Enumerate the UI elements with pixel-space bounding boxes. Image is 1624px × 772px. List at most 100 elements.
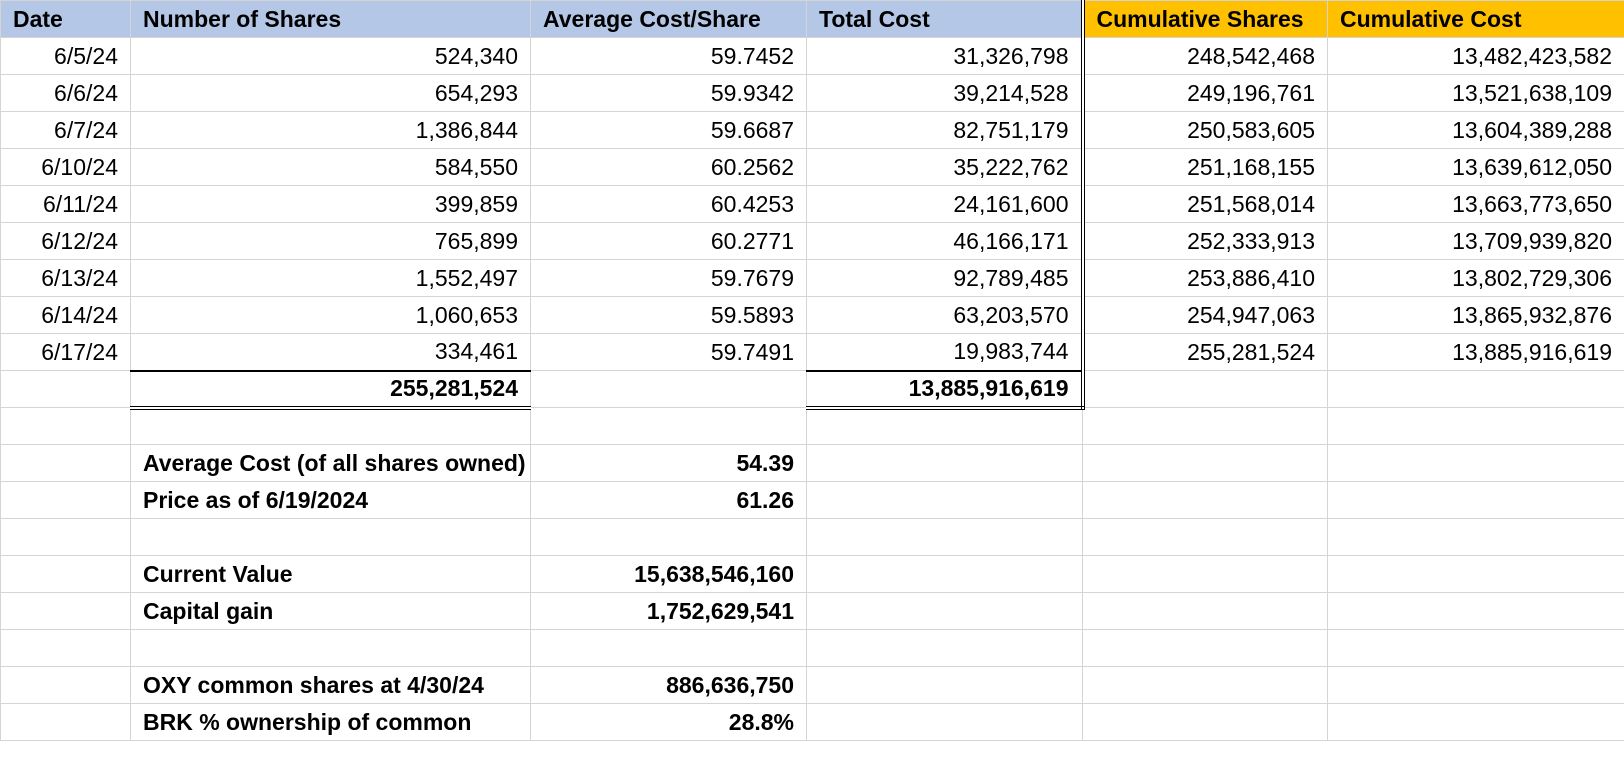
cell-total-cost[interactable]: 63,203,570 [806, 296, 1085, 334]
empty-cell[interactable] [1082, 703, 1328, 741]
capital-gain-value[interactable]: 1,752,629,541 [530, 592, 807, 630]
empty-cell[interactable] [806, 666, 1083, 704]
cell-total-cost[interactable]: 24,161,600 [806, 185, 1085, 223]
cell-cumulative-shares[interactable]: 250,583,605 [1082, 111, 1328, 149]
cell-date[interactable]: 6/6/24 [0, 74, 131, 112]
header-cumulative-cost[interactable]: Cumulative Cost [1327, 0, 1624, 38]
cell-total-cost[interactable]: 31,326,798 [806, 37, 1085, 75]
cell-date[interactable]: 6/12/24 [0, 222, 131, 260]
cell-cumulative-cost[interactable]: 13,663,773,650 [1327, 185, 1624, 223]
cell-shares[interactable]: 584,550 [130, 148, 531, 186]
cell-avg-cost[interactable]: 60.2562 [530, 148, 807, 186]
empty-cell[interactable] [0, 629, 131, 667]
empty-cell[interactable] [0, 407, 131, 445]
cell-shares[interactable]: 1,060,653 [130, 296, 531, 334]
empty-cell[interactable] [1327, 481, 1624, 519]
empty-cell[interactable] [1082, 481, 1328, 519]
cell-date[interactable]: 6/17/24 [0, 333, 131, 371]
cell-avg-cost[interactable]: 59.7679 [530, 259, 807, 297]
cell-avg-cost[interactable]: 59.7491 [530, 333, 807, 371]
empty-cell[interactable] [1327, 518, 1624, 556]
empty-cell[interactable] [1327, 666, 1624, 704]
empty-cell[interactable] [0, 518, 131, 556]
cell-cumulative-shares[interactable]: 252,333,913 [1082, 222, 1328, 260]
cell-date[interactable]: 6/10/24 [0, 148, 131, 186]
empty-cell[interactable] [0, 592, 131, 630]
empty-cell[interactable] [806, 703, 1083, 741]
empty-cell[interactable] [806, 555, 1083, 593]
empty-cell[interactable] [530, 518, 807, 556]
header-avg-cost[interactable]: Average Cost/Share [530, 0, 807, 38]
empty-cell[interactable] [1327, 555, 1624, 593]
empty-cell[interactable] [130, 518, 531, 556]
cell-total-cost[interactable]: 46,166,171 [806, 222, 1085, 260]
empty-cell[interactable] [1327, 407, 1624, 445]
empty-cell[interactable] [130, 407, 531, 445]
cell-cumulative-shares[interactable]: 255,281,524 [1082, 333, 1328, 371]
cell-date[interactable]: 6/14/24 [0, 296, 131, 334]
cell-date[interactable]: 6/7/24 [0, 111, 131, 149]
cell-cumulative-shares[interactable]: 251,168,155 [1082, 148, 1328, 186]
empty-cell[interactable] [0, 555, 131, 593]
cell-shares[interactable]: 765,899 [130, 222, 531, 260]
cell-cumulative-shares[interactable]: 249,196,761 [1082, 74, 1328, 112]
cell-total-cost[interactable]: 39,214,528 [806, 74, 1085, 112]
header-date[interactable]: Date [0, 0, 131, 38]
empty-cell[interactable] [0, 370, 131, 408]
cell-cumulative-shares[interactable]: 254,947,063 [1082, 296, 1328, 334]
cell-avg-cost[interactable]: 60.2771 [530, 222, 807, 260]
cell-cumulative-shares[interactable]: 253,886,410 [1082, 259, 1328, 297]
empty-cell[interactable] [806, 629, 1083, 667]
cell-total-cost[interactable]: 92,789,485 [806, 259, 1085, 297]
empty-cell[interactable] [1327, 629, 1624, 667]
cell-total-cost[interactable]: 19,983,744 [806, 333, 1085, 371]
cell-shares[interactable]: 399,859 [130, 185, 531, 223]
cell-cumulative-cost[interactable]: 13,885,916,619 [1327, 333, 1624, 371]
empty-cell[interactable] [1082, 370, 1328, 408]
total-cost-cell[interactable]: 13,885,916,619 [806, 369, 1085, 410]
cell-total-cost[interactable]: 35,222,762 [806, 148, 1085, 186]
oxy-shares-label[interactable]: OXY common shares at 4/30/24 [130, 666, 531, 704]
empty-cell[interactable] [530, 370, 807, 408]
empty-cell[interactable] [1082, 518, 1328, 556]
header-shares[interactable]: Number of Shares [130, 0, 531, 38]
average-cost-label[interactable]: Average Cost (of all shares owned) [130, 444, 531, 482]
cell-shares[interactable]: 334,461 [130, 333, 531, 371]
empty-cell[interactable] [1327, 444, 1624, 482]
cell-shares[interactable]: 524,340 [130, 37, 531, 75]
empty-cell[interactable] [530, 407, 807, 445]
cell-shares[interactable]: 1,552,497 [130, 259, 531, 297]
cell-cumulative-cost[interactable]: 13,482,423,582 [1327, 37, 1624, 75]
cell-cumulative-shares[interactable]: 251,568,014 [1082, 185, 1328, 223]
cell-avg-cost[interactable]: 60.4253 [530, 185, 807, 223]
cell-cumulative-cost[interactable]: 13,521,638,109 [1327, 74, 1624, 112]
empty-cell[interactable] [130, 629, 531, 667]
cell-date[interactable]: 6/13/24 [0, 259, 131, 297]
cell-avg-cost[interactable]: 59.6687 [530, 111, 807, 149]
header-total-cost[interactable]: Total Cost [806, 0, 1085, 38]
brk-pct-label[interactable]: BRK % ownership of common [130, 703, 531, 741]
empty-cell[interactable] [806, 481, 1083, 519]
cell-avg-cost[interactable]: 59.9342 [530, 74, 807, 112]
empty-cell[interactable] [0, 666, 131, 704]
capital-gain-label[interactable]: Capital gain [130, 592, 531, 630]
cell-cumulative-cost[interactable]: 13,639,612,050 [1327, 148, 1624, 186]
cell-shares[interactable]: 1,386,844 [130, 111, 531, 149]
empty-cell[interactable] [1327, 370, 1624, 408]
cell-cumulative-cost[interactable]: 13,802,729,306 [1327, 259, 1624, 297]
oxy-shares-value[interactable]: 886,636,750 [530, 666, 807, 704]
cell-cumulative-cost[interactable]: 13,865,932,876 [1327, 296, 1624, 334]
empty-cell[interactable] [1082, 407, 1328, 445]
empty-cell[interactable] [806, 518, 1083, 556]
cell-cumulative-cost[interactable]: 13,709,939,820 [1327, 222, 1624, 260]
empty-cell[interactable] [1082, 555, 1328, 593]
total-shares-cell[interactable]: 255,281,524 [130, 369, 531, 410]
empty-cell[interactable] [1082, 629, 1328, 667]
empty-cell[interactable] [0, 481, 131, 519]
empty-cell[interactable] [1082, 444, 1328, 482]
empty-cell[interactable] [806, 592, 1083, 630]
price-label[interactable]: Price as of 6/19/2024 [130, 481, 531, 519]
cell-date[interactable]: 6/5/24 [0, 37, 131, 75]
current-value-label[interactable]: Current Value [130, 555, 531, 593]
cell-date[interactable]: 6/11/24 [0, 185, 131, 223]
